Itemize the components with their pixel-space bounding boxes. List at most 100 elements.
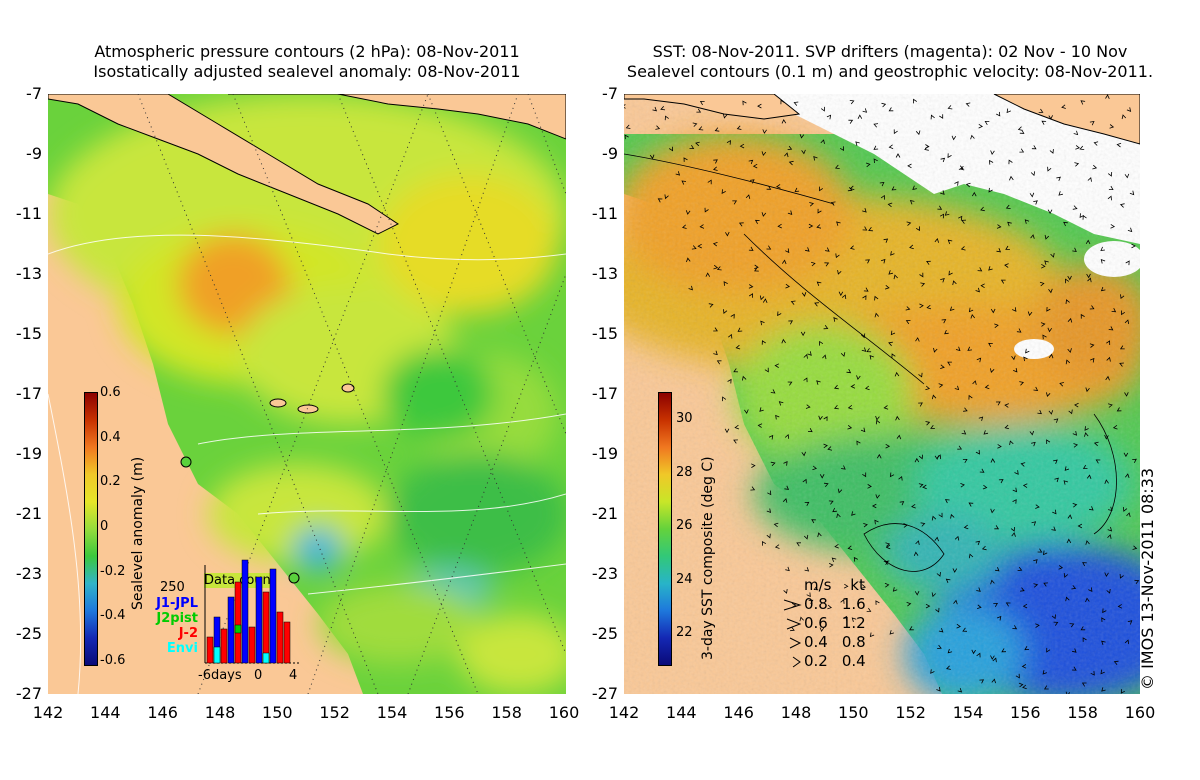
right-colorbar-label: 3-day SST composite (deg C) [700,456,716,660]
right-colorbar [658,392,672,666]
y-tick-label: -19 [15,444,42,463]
legend-ms-value: 0.4 [804,633,828,651]
velocity-arrow [766,245,772,250]
velocity-arrow [975,449,980,455]
velocity-arrow [851,511,856,516]
colorbar-tick-label: 0.2 [100,474,121,490]
velocity-arrow [1012,625,1018,630]
left-title-line1: Atmospheric pressure contours (2 hPa): 0… [94,42,520,61]
velocity-arrow [1117,604,1123,609]
velocity-arrow [652,106,658,112]
y-tick-label: -25 [15,624,42,643]
velocity-arrow [920,522,926,527]
velocity-arrow [685,210,691,215]
velocity-arrow [965,102,971,107]
velocity-arrow [1124,392,1129,397]
y-tick-label: -15 [591,324,618,343]
velocity-arrow [1064,466,1070,471]
velocity-arrow [979,468,985,473]
velocity-arrow [940,364,945,369]
velocity-arrow [885,542,891,547]
velocity-arrow [959,165,965,171]
velocity-arrow [1017,126,1023,131]
velocity-arrow [867,484,872,489]
velocity-arrow [1033,559,1038,564]
velocity-arrow [762,298,768,303]
velocity-arrow [832,507,837,513]
velocity-arrow [761,212,767,217]
velocity-arrow [871,503,877,509]
velocity-arrow [1048,288,1053,294]
velocity-legend-row: 0.2 0.4 [780,652,866,671]
velocity-arrow [1015,673,1020,679]
velocity-arrow [905,320,911,325]
velocity-arrow [698,126,704,131]
velocity-arrow [748,284,754,289]
colorbar-tick-label: 0.6 [100,385,121,400]
right-map [624,94,1140,694]
x-tick-label: 142 [32,703,64,722]
velocity-arrow [819,186,824,192]
velocity-arrow [906,221,912,226]
velocity-arrow [664,194,669,200]
velocity-arrow [774,544,780,549]
y-tick-label: -19 [591,444,618,463]
velocity-arrow [1039,281,1045,287]
velocity-arrow [784,152,789,158]
velocity-arrow [988,187,993,193]
velocity-arrow [1108,326,1114,331]
velocity-arrow [884,560,890,565]
velocity-arrow [1071,666,1077,671]
velocity-arrow [899,501,905,506]
velocity-arrow [624,134,629,140]
velocity-arrow [1063,480,1069,485]
velocity-arrow [862,108,868,113]
velocity-arrow [1047,209,1053,215]
velocity-arrow [945,578,951,584]
velocity-arrow [1050,253,1055,258]
velocity-arrow [1087,177,1092,182]
velocity-arrow [830,201,836,206]
velocity-arrow [940,278,945,283]
velocity-arrow [1005,204,1011,209]
velocity-arrow [1082,464,1088,469]
velocity-arrow [837,270,842,275]
velocity-arrow [761,540,767,546]
velocity-arrow [926,260,931,265]
island [297,404,319,414]
velocity-arrow [965,182,971,188]
velocity-arrow [994,525,1000,530]
velocity-arrow [1101,640,1106,646]
velocity-arrow [930,114,935,120]
velocity-arrow [957,687,963,693]
legend-ms-value: 0.8 [804,595,828,613]
velocity-arrow [689,144,695,150]
velocity-arrow [1065,691,1071,694]
velocity-arrow [716,360,722,365]
velocity-arrow [737,327,743,332]
velocity-arrow [764,367,769,373]
velocity-arrow [1079,145,1085,150]
y-tick-label: -25 [591,624,618,643]
velocity-arrow [1016,328,1022,333]
velocity-arrow [857,114,863,119]
velocity-arrow [925,603,931,609]
x-tick-label: 152 [895,703,926,722]
velocity-arrow [793,101,799,106]
velocity-arrow [1116,407,1122,412]
velocity-arrow [1048,410,1054,415]
velocity-arrow [1042,670,1048,675]
legend-header-kt: kt [850,576,865,594]
velocity-arrow [1085,540,1090,545]
velocity-arrow [983,430,989,435]
velocity-arrow [1100,669,1105,675]
velocity-arrow [683,157,688,162]
velocity-arrow [971,191,977,197]
satellite-tracks [137,94,566,694]
velocity-arrow [766,185,772,190]
velocity-arrow [913,98,918,104]
velocity-arrow [1019,381,1024,386]
x-tick-label: 154 [376,703,408,722]
velocity-arrow [1024,219,1030,224]
velocity-arrow [819,627,825,633]
